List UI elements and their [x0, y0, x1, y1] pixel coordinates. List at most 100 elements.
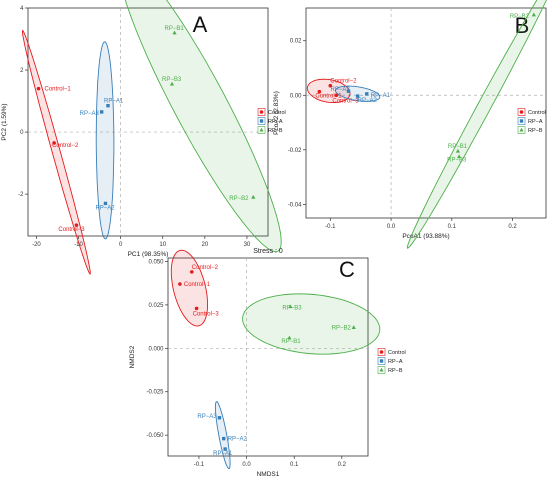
point-rp-a3: [99, 110, 104, 114]
point-rp-b3: [288, 304, 293, 309]
point-rp-a1: [365, 92, 369, 96]
point-label-rp-b1: RP−B1: [165, 26, 185, 32]
legend-marker-rp-b: [379, 367, 384, 372]
point-label-rp-a2: RP−A2: [228, 437, 248, 443]
point-rp-b2: [351, 325, 356, 329]
plot-frame: [27, 7, 269, 237]
y-tick-label: 0.050: [148, 259, 164, 265]
point-label-control-3: Control−3: [193, 311, 220, 317]
point-control-3: [194, 306, 199, 311]
point-label-rp-a2: RP−A2: [95, 205, 115, 211]
point-label-rp-b2: RP−B2: [229, 196, 249, 202]
legend-label-control: Control: [528, 110, 546, 116]
legend: Control RP−A RP−B: [517, 108, 546, 134]
ellipse-rp-b: [406, 0, 547, 249]
legend-marker-rp-a: [519, 119, 524, 123]
y-tick-label: 4: [20, 6, 24, 12]
point-rp-b3: [457, 154, 462, 159]
legend: Control RP−A RP−B: [377, 348, 406, 374]
legend-marker-control: [379, 350, 384, 354]
point-label-rp-b1: RP−B1: [448, 144, 468, 150]
point-rp-b2: [251, 194, 256, 199]
x-tick-label: 20: [201, 242, 208, 248]
point-label-rp-a1: RP−A1: [104, 99, 124, 105]
point-label-rp-a3: RP−A3: [197, 414, 217, 420]
x-tick-label: -10: [74, 242, 83, 248]
y-tick-label: -0.025: [146, 390, 164, 396]
x-axis-label: PcoA1 (93.88%): [402, 233, 449, 240]
legend-marker-control: [259, 110, 264, 114]
x-tick-label: -20: [32, 242, 41, 248]
x-tick-label: 0.1: [448, 224, 457, 230]
plot-frame: [167, 257, 369, 457]
panel-b: -0.1 0.0 0.1 0.2 -0.04 -0.02 0.00 0.02 PcoA1 (93…: [273, 0, 547, 249]
point-label-control-3: Control−3: [58, 227, 85, 233]
point-label-control-2: Control−2: [52, 143, 79, 149]
x-axis-label: NMDS1: [257, 471, 280, 478]
panel-letter: A: [193, 12, 208, 37]
ellipse-rp-b: [124, 0, 282, 253]
legend-marker-rp-a: [379, 359, 384, 363]
point-control-2: [190, 270, 194, 274]
point-label-rp-b2: RP−B2: [510, 14, 530, 20]
point-control-3: [74, 223, 79, 227]
point-label-control-3: Control−3: [332, 98, 359, 104]
point-label-rp-a1: RP−A1: [213, 451, 233, 457]
x-tick-label: 0.0: [387, 224, 396, 230]
x-tick-label: 0: [119, 242, 123, 248]
point-label-rp-b3: RP−B3: [447, 158, 467, 164]
panel-c: -0.1 0.0 0.1 0.2 -0.050 -0.025 0.000 0.025 0.050…: [129, 248, 406, 478]
legend: Control RP−A RP−B: [257, 108, 286, 134]
ellipse-control: [170, 249, 209, 327]
legend-label-rp-b: RP−B: [268, 128, 283, 134]
plot-frame: [305, 7, 547, 219]
point-label-rp-b3: RP−B3: [282, 306, 302, 312]
x-tick-label: -0.1: [194, 462, 205, 468]
panel-letter: C: [339, 257, 355, 282]
legend-label-rp-b: RP−B: [388, 368, 403, 374]
point-label-control-1: Control−1: [45, 87, 72, 93]
point-label-control-2: Control−2: [330, 79, 357, 85]
point-rp-b1: [287, 335, 292, 340]
legend-label-rp-a: RP−A: [528, 119, 543, 125]
point-control-1: [317, 89, 322, 94]
legend-label-rp-a: RP−A: [268, 119, 283, 125]
point-rp-b1: [455, 148, 460, 153]
x-tick-label: 0.0: [242, 462, 251, 468]
point-control-2: [52, 141, 56, 145]
point-rp-b3: [169, 81, 175, 86]
ellipse-rp-a: [335, 85, 381, 102]
ellipse-rp-a: [95, 41, 115, 240]
legend-label-rp-b: RP−B: [528, 128, 543, 134]
ellipse-control: [21, 29, 91, 275]
point-label-control-1: Control−1: [315, 94, 342, 100]
point-label-rp-a1: RP−A1: [371, 93, 391, 99]
point-label-rp-a3: RP−A3: [331, 87, 351, 93]
y-tick-label: -0.050: [146, 433, 164, 439]
point-label-rp-b2: RP−B2: [332, 325, 352, 331]
point-control-2: [328, 83, 333, 88]
legend-marker-rp-b: [259, 127, 264, 132]
point-label-rp-a2: RP−A2: [358, 98, 378, 104]
legend-label-control: Control: [388, 350, 406, 356]
legend-label-control: Control: [268, 110, 286, 116]
point-label-control-2: Control−2: [192, 265, 219, 271]
point-rp-a2: [355, 94, 360, 98]
ellipse-control: [306, 78, 351, 104]
point-label-rp-b1: RP−B1: [281, 339, 301, 345]
x-tick-label: -0.1: [325, 224, 336, 230]
legend-marker-control: [519, 110, 524, 114]
point-control-1: [36, 86, 41, 91]
y-tick-label: 0: [20, 130, 24, 136]
x-tick-label: 30: [244, 242, 251, 248]
point-control-1: [178, 282, 182, 286]
point-rp-a3: [217, 416, 222, 420]
y-tick-label: -0.04: [288, 202, 302, 208]
x-tick-label: 10: [159, 242, 166, 248]
legend-marker-rp-b: [519, 127, 524, 132]
y-tick-label: 0.00: [290, 93, 302, 99]
point-rp-b1: [172, 30, 177, 35]
point-label-control-1: Control−1: [184, 282, 211, 288]
